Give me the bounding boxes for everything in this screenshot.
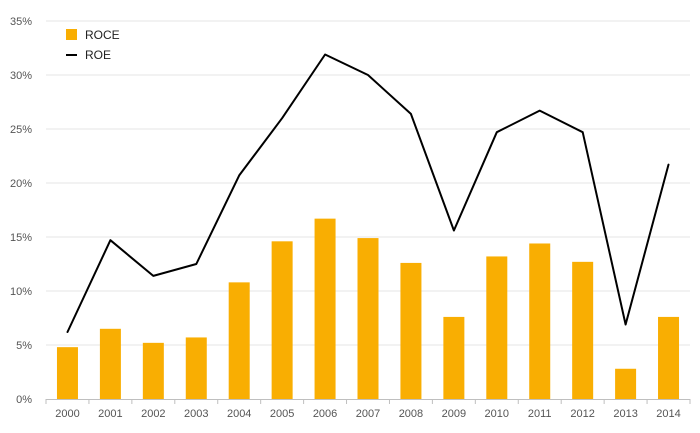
y-tick-label: 30% [10,70,32,82]
roce-bar [486,256,508,399]
roce-bar [99,328,121,399]
y-tick-label: 0% [16,394,32,406]
x-tick-label: 2004 [227,408,251,420]
roce-bar [142,342,164,399]
x-tick-label: 2001 [98,408,122,420]
roce-bar [658,316,680,399]
x-tick-label: 2008 [399,408,423,420]
x-tick-label: 2000 [55,408,79,420]
roce-bars [56,218,680,399]
x-tick-label: 2009 [442,408,466,420]
x-tick-label: 2010 [485,408,509,420]
x-axis-tick-labels: 2000 2001 2002 2003 2004 2005 2006 2007 2008 2009… [55,408,681,420]
roce-bar [615,368,637,399]
roe-line-group [66,53,670,333]
roce-bar [529,243,551,399]
x-axis [45,399,691,404]
roce-bar [185,337,207,399]
x-tick-label: 2002 [141,408,165,420]
x-tick-label: 2007 [356,408,380,420]
y-tick-label: 15% [10,232,32,244]
x-tick-label: 2013 [613,408,637,420]
x-tick-label: 2006 [313,408,337,420]
legend: ROCE ROE [66,28,120,62]
roce-bar [271,241,293,399]
roe-line [66,53,670,333]
y-tick-label: 20% [10,178,32,190]
roce-bar [314,218,336,399]
x-tick-label: 2005 [270,408,294,420]
x-tick-label: 2014 [656,408,680,420]
x-tick-label: 2012 [570,408,594,420]
legend-label-roe: ROE [85,48,111,62]
roce-bar [443,316,465,399]
y-tick-label: 25% [10,124,32,136]
legend-swatch-roce [66,29,77,40]
y-tick-label: 10% [10,286,32,298]
x-tick-label: 2003 [184,408,208,420]
roce-bar [572,261,594,399]
roce-bar [400,262,422,399]
y-tick-label: 5% [16,340,32,352]
roce-bar [357,238,379,399]
legend-label-roce: ROCE [85,28,120,42]
x-tick-label: 2011 [528,408,552,420]
roce-bar [56,347,78,399]
y-tick-label: 35% [10,16,32,28]
roce-bar [228,282,250,399]
y-axis-tick-labels: 0% 5% 10% 15% 20% 25% 30% 35% [10,16,32,406]
